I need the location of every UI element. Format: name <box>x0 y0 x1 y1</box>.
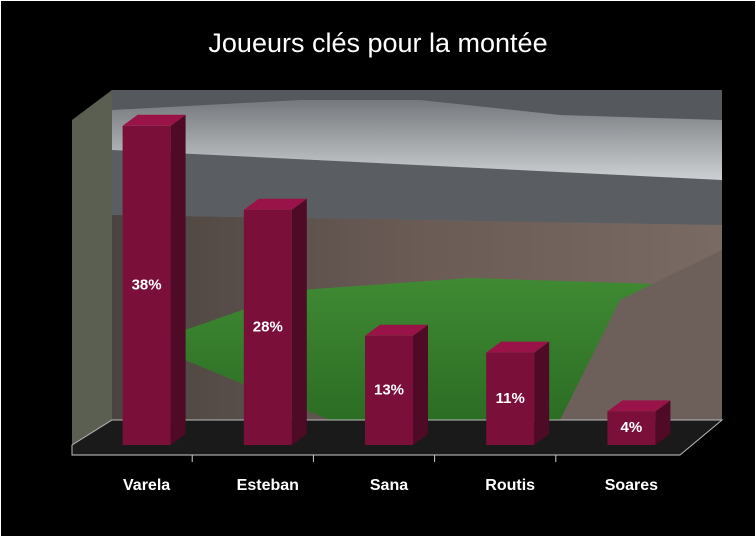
bar-side <box>413 324 428 445</box>
bar-side <box>291 198 307 445</box>
value-label: 28% <box>253 318 283 335</box>
value-label: 13% <box>374 381 404 398</box>
value-label: 38% <box>132 276 162 293</box>
bar-side <box>655 400 671 445</box>
bar <box>243 209 292 445</box>
x-tick-label: Esteban <box>237 477 299 494</box>
bar <box>486 352 535 445</box>
bar-top <box>122 114 186 126</box>
bar-side <box>534 341 550 445</box>
x-tick-label: Sana <box>370 477 408 494</box>
bar-top <box>486 341 550 353</box>
bar-top <box>365 324 428 336</box>
x-tick-label: Soares <box>605 477 658 494</box>
x-tick-label: Varela <box>123 477 170 494</box>
bar-side <box>170 114 186 446</box>
bar-top <box>607 400 671 412</box>
stadium-photo <box>112 90 722 420</box>
chart-title: Joueurs clés pour la montée <box>208 28 547 58</box>
value-label: 11% <box>496 390 525 407</box>
value-label: 4% <box>621 419 643 436</box>
bar-top <box>243 198 307 210</box>
bar <box>122 125 171 446</box>
x-tick-label: Routis <box>485 477 535 494</box>
bar <box>365 335 413 445</box>
bar <box>607 411 656 445</box>
side-wall <box>72 90 112 445</box>
